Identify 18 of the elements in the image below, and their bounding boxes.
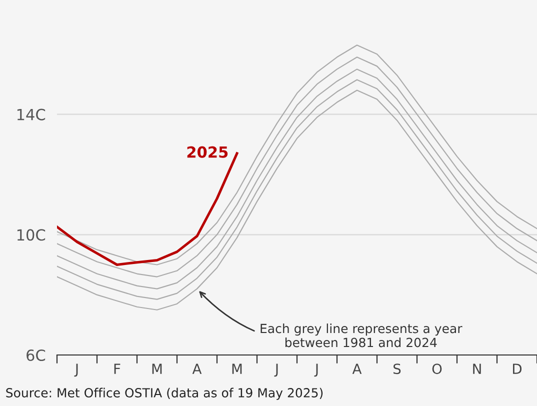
x-tick-label: N: [473, 364, 481, 374]
x-tick-label: M: [152, 364, 162, 374]
x-tick-label: A: [192, 364, 202, 374]
x-tick-label: J: [314, 364, 318, 377]
y-tick-label: 6C: [26, 349, 46, 362]
x-tick-label: J: [274, 364, 278, 377]
y-tick-label: 10C: [17, 229, 46, 241]
source-note: Source: Met Office OSTIA (data as of 19 May 2025): [6, 388, 323, 400]
x-tick-label: O: [432, 364, 442, 374]
x-tick-label: M: [232, 364, 242, 374]
x-tick-label: A: [352, 364, 362, 374]
x-tick-label: S: [394, 364, 401, 374]
x-tick-label: F: [114, 364, 120, 374]
y-tick-label: 14C: [17, 108, 46, 120]
x-tick-label: J: [74, 364, 78, 377]
annotation: Each grey line represents a year between 1981 and 2024: [260, 324, 462, 348]
x-tick-label: D: [513, 364, 522, 374]
series-label: 2025: [187, 146, 228, 158]
